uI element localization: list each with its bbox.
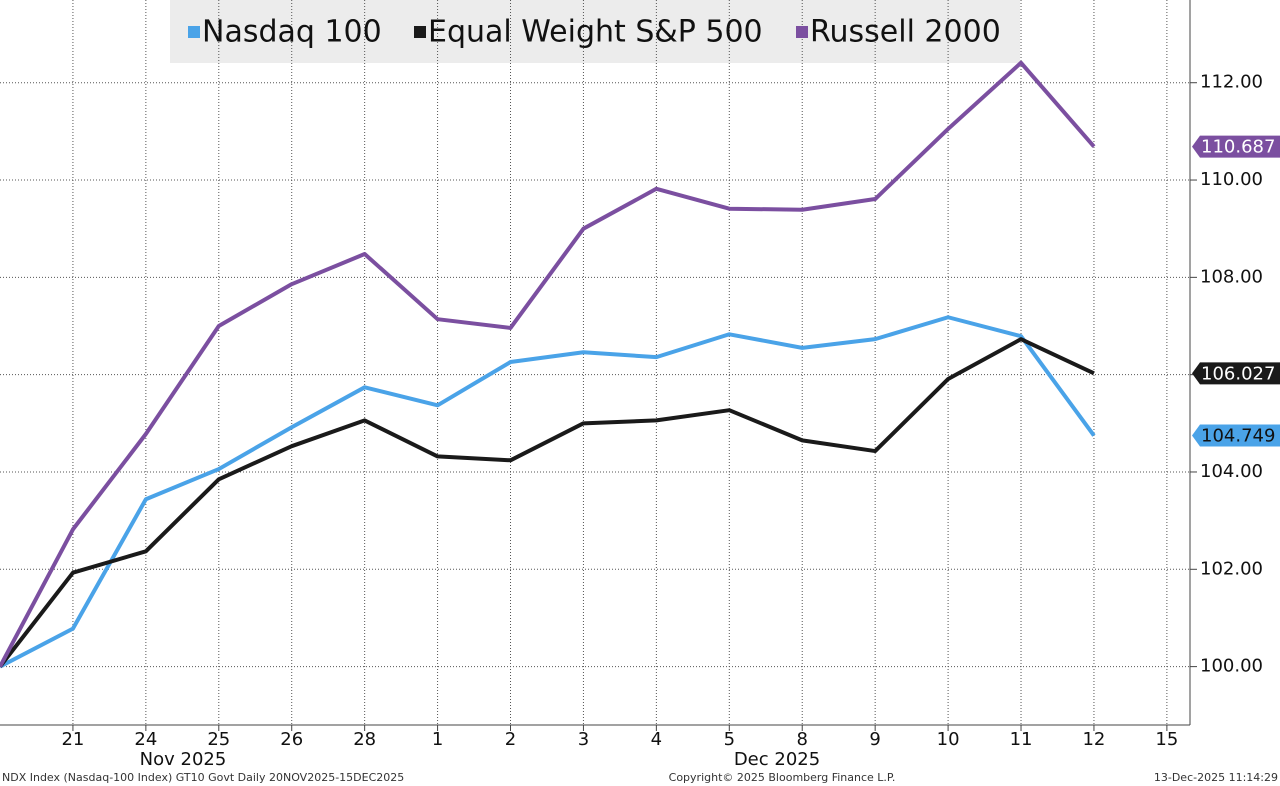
x-tick-label: 8: [797, 729, 808, 750]
footer-left: NDX Index (Nasdaq-100 Index) GT10 Govt D…: [2, 771, 404, 784]
x-tick-label: 25: [207, 729, 230, 750]
x-tick-label: 9: [869, 729, 880, 750]
footer-center: Copyright© 2025 Bloomberg Finance L.P.: [669, 771, 896, 784]
x-tick-label: 24: [134, 729, 157, 750]
legend-marker: [188, 26, 200, 38]
x-tick-label: 12: [1082, 729, 1105, 750]
x-tick-label: 2: [505, 729, 516, 750]
y-tick-label: 102.00: [1200, 558, 1263, 579]
x-tick-label: 28: [353, 729, 376, 750]
y-tick-label: 112.00: [1200, 72, 1263, 93]
legend-label: Russell 2000: [810, 15, 1001, 50]
legend-label: Equal Weight S&P 500: [428, 15, 763, 50]
series-line: [0, 60, 1096, 668]
series-line: [0, 337, 1095, 668]
x-tick-label: 1: [432, 729, 443, 750]
y-tick-label: 108.00: [1200, 266, 1263, 287]
last-value-tag: [1192, 135, 1280, 158]
legend-marker: [796, 26, 808, 38]
x-tick-label: 26: [280, 729, 303, 750]
last-value-label: 110.687: [1201, 137, 1275, 158]
x-tick-label: 21: [61, 729, 84, 750]
legend-label: Nasdaq 100: [202, 15, 382, 50]
last-value-tag: [1192, 424, 1280, 447]
y-tick-label: 104.00: [1200, 461, 1263, 482]
last-value-tag: [1192, 362, 1280, 385]
x-tick-label: 5: [724, 729, 735, 750]
x-tick-label: 15: [1155, 729, 1178, 750]
month-label: Nov 2025: [140, 749, 227, 770]
footer-right: 13-Dec-2025 11:14:29: [1154, 771, 1278, 784]
month-label: Dec 2025: [734, 749, 820, 770]
y-tick-label: 110.00: [1200, 169, 1263, 190]
x-tick-label: 4: [651, 729, 662, 750]
last-value-label: 106.027: [1201, 363, 1275, 384]
last-value-label: 104.749: [1201, 426, 1275, 447]
series-line: [0, 315, 1096, 669]
x-tick-label: 10: [937, 729, 960, 750]
legend-marker: [414, 26, 426, 38]
x-tick-label: 11: [1010, 729, 1033, 750]
y-tick-label: 100.00: [1200, 656, 1263, 677]
legend-box: [170, 0, 1020, 63]
x-tick-label: 3: [578, 729, 589, 750]
